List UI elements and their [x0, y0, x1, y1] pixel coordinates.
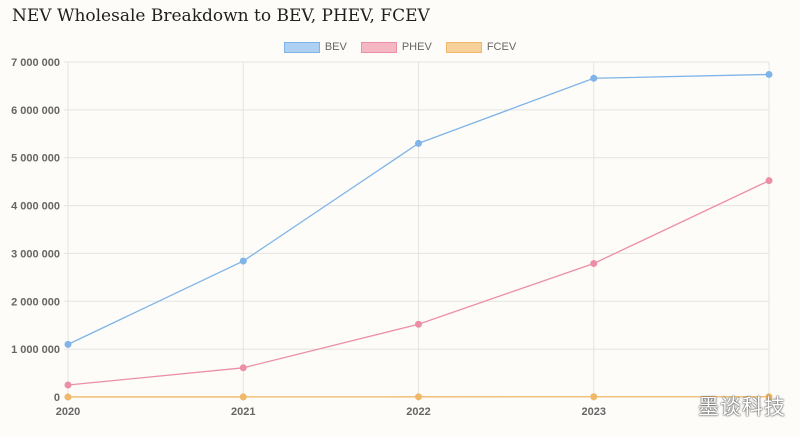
- legend-swatch: [445, 41, 482, 53]
- x-tick-label: 2023: [582, 406, 606, 418]
- legend-item-bev[interactable]: BEV: [283, 41, 347, 53]
- fcev-point: [590, 393, 598, 401]
- watermark-text: 墨谈科技: [698, 395, 786, 419]
- y-tick-label: 0: [54, 392, 60, 404]
- x-tick-label: 2021: [231, 406, 255, 418]
- bev-point: [765, 70, 773, 78]
- y-tick-label: 4 000 000: [11, 201, 60, 213]
- bev-point: [64, 340, 72, 348]
- y-tick-label: 2 000 000: [11, 296, 60, 308]
- legend-item-fcev[interactable]: FCEV: [445, 41, 517, 53]
- phev-point: [765, 177, 773, 185]
- bev-point: [415, 139, 422, 147]
- fcev-point: [239, 393, 247, 401]
- x-tick-label: 2022: [406, 406, 430, 418]
- phev-point: [415, 320, 422, 328]
- legend-swatch: [360, 41, 397, 53]
- x-tick-label: 2020: [56, 406, 80, 418]
- fcev-point: [64, 393, 72, 401]
- legend-item-phev[interactable]: PHEV: [360, 41, 432, 53]
- fcev-point: [765, 393, 773, 401]
- legend-label: PHEV: [401, 41, 432, 53]
- legend-label: BEV: [324, 41, 347, 53]
- bev-point: [239, 257, 247, 265]
- bev-point: [590, 74, 598, 82]
- legend-label: FCEV: [486, 41, 517, 53]
- chart-title: NEV Wholesale Breakdown to BEV, PHEV, FC…: [12, 6, 430, 26]
- y-tick-label: 3 000 000: [11, 248, 60, 260]
- y-tick-label: 5 000 000: [11, 153, 60, 165]
- y-tick-label: 1 000 000: [11, 344, 60, 356]
- y-tick-label: 7 000 000: [11, 57, 60, 69]
- phev-point: [239, 364, 247, 372]
- fcev-point: [415, 393, 422, 401]
- y-tick-label: 6 000 000: [11, 105, 60, 117]
- phev-point: [64, 381, 72, 389]
- legend-swatch: [283, 41, 320, 53]
- phev-point: [590, 259, 598, 267]
- legend: BEV PHEV FCEV: [0, 41, 800, 53]
